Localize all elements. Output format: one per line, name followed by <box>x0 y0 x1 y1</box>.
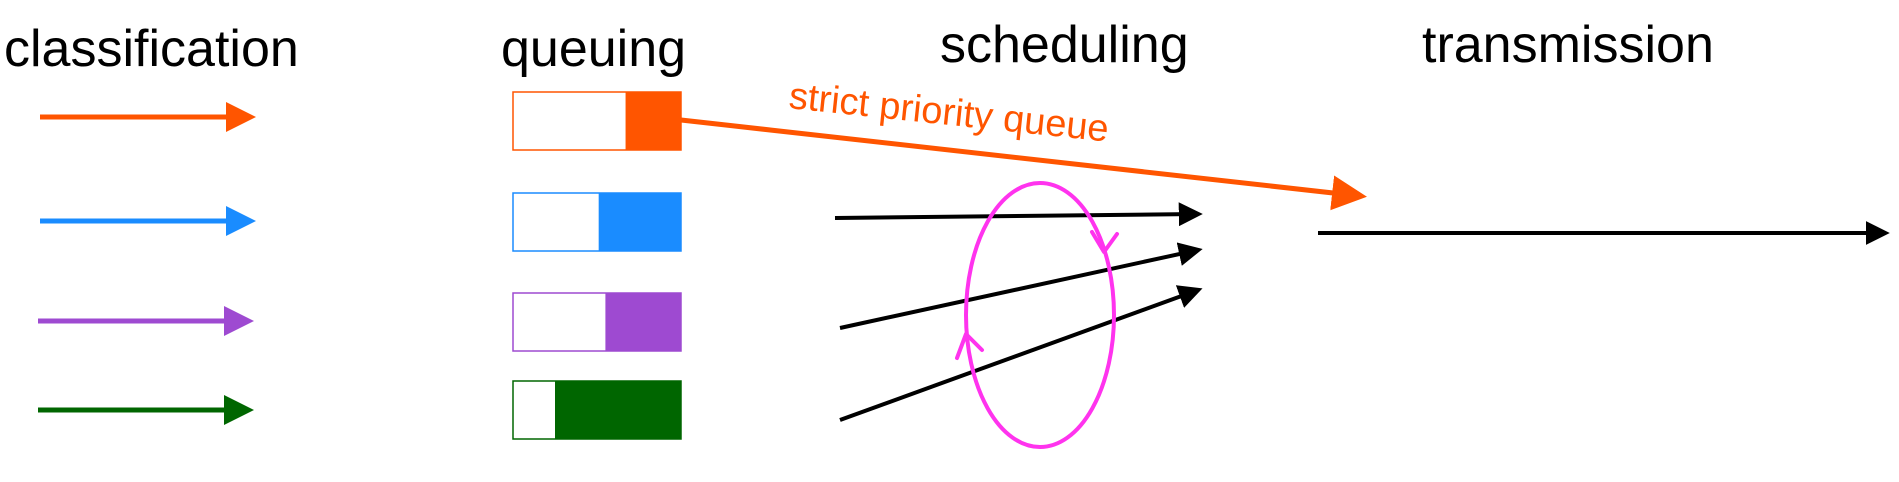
heading-classification: classification <box>4 20 299 78</box>
heading-transmission: transmission <box>1422 16 1714 74</box>
scheduling-arrow-3 <box>839 285 1203 422</box>
round-robin-loop <box>955 181 1119 449</box>
round-robin-arrowhead-down <box>1090 230 1119 254</box>
queue-strict-priority <box>512 91 682 151</box>
queue-fill <box>555 381 681 439</box>
queue-green <box>512 380 682 440</box>
heading-queuing: queuing <box>501 20 686 78</box>
scheduling-arrow-1 <box>834 202 1203 227</box>
heading-scheduling: scheduling <box>940 16 1189 74</box>
round-robin-arrowhead-up <box>955 332 984 360</box>
queue-fill <box>605 293 681 351</box>
queue-fill <box>625 92 681 150</box>
queue-purple <box>512 292 682 352</box>
round-robin-ellipse <box>964 181 1116 449</box>
scheduling-arrow-2 <box>839 242 1203 330</box>
queue-blue <box>512 192 682 252</box>
queue-fill <box>598 193 681 251</box>
strict-priority-arrow <box>680 117 1367 211</box>
